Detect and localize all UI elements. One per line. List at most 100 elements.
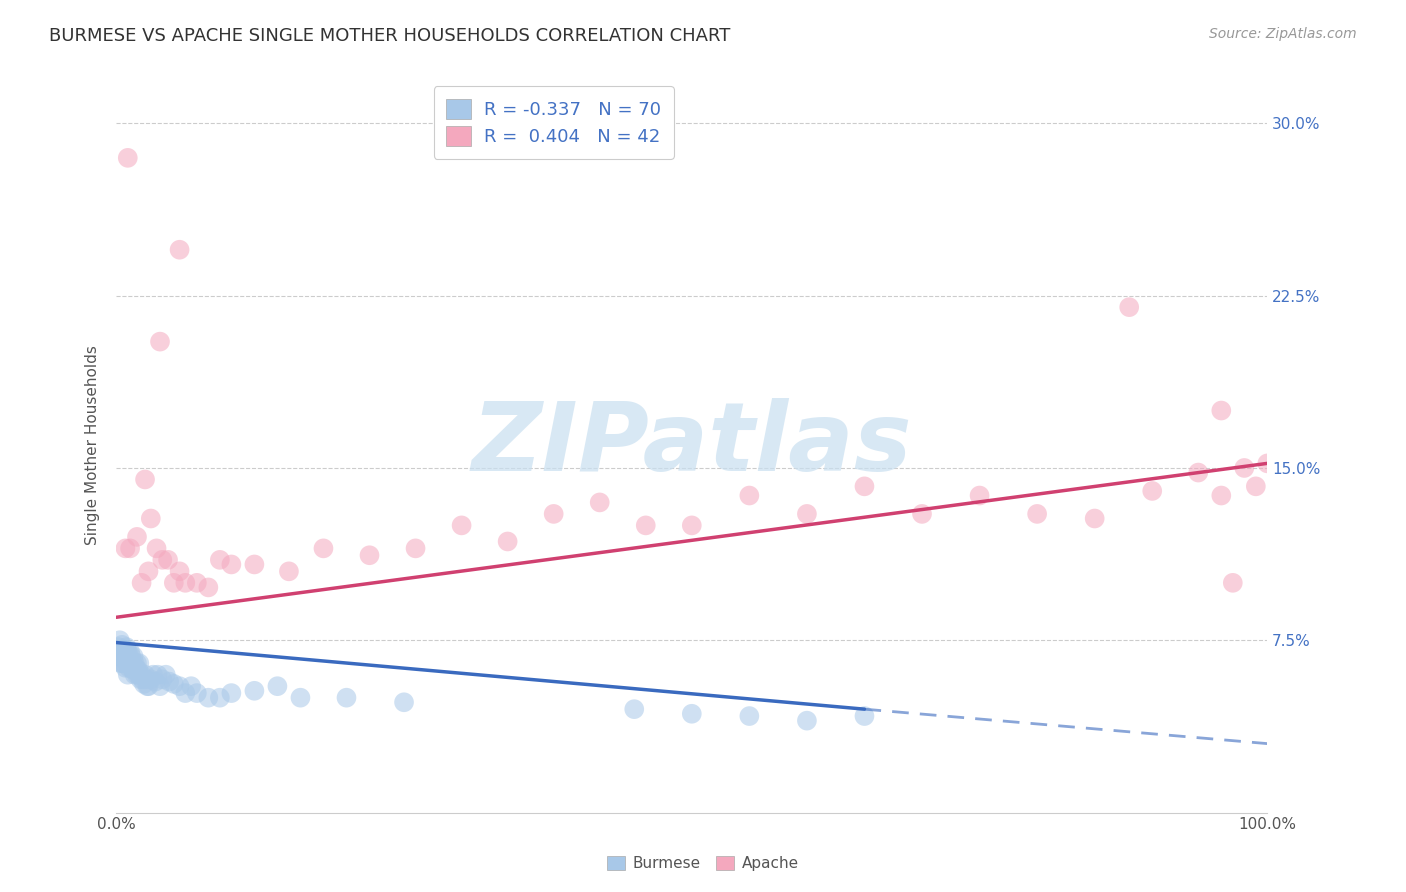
Point: [1222, 575, 1244, 590]
Point: [136, 679, 159, 693]
Point: [450, 518, 472, 533]
Point: [1211, 403, 1233, 417]
Y-axis label: Single Mother Households: Single Mother Households: [86, 345, 100, 545]
Legend: Burmese, Apache: Burmese, Apache: [600, 850, 806, 877]
Point: [853, 479, 876, 493]
Point: [796, 507, 818, 521]
Point: [1256, 456, 1278, 470]
Point: [132, 673, 155, 687]
Text: Source: ZipAtlas.com: Source: ZipAtlas.com: [1209, 27, 1357, 41]
Point: [197, 581, 219, 595]
Point: [122, 663, 145, 677]
Point: [135, 673, 157, 687]
Point: [174, 575, 197, 590]
Point: [266, 679, 288, 693]
Point: [277, 565, 299, 579]
Point: [796, 714, 818, 728]
Point: [150, 673, 173, 687]
Point: [197, 690, 219, 705]
Point: [359, 548, 381, 562]
Point: [221, 686, 243, 700]
Point: [145, 541, 167, 556]
Point: [157, 674, 180, 689]
Point: [131, 667, 153, 681]
Point: [114, 541, 136, 556]
Point: [853, 709, 876, 723]
Point: [107, 640, 129, 654]
Point: [738, 709, 761, 723]
Point: [125, 657, 148, 671]
Point: [139, 673, 162, 687]
Point: [120, 654, 142, 668]
Point: [180, 679, 202, 693]
Point: [115, 651, 138, 665]
Point: [120, 645, 142, 659]
Point: [112, 642, 135, 657]
Point: [111, 657, 134, 671]
Point: [163, 677, 186, 691]
Point: [125, 661, 148, 675]
Point: [157, 553, 180, 567]
Point: [134, 472, 156, 486]
Point: [392, 695, 415, 709]
Point: [149, 679, 172, 693]
Point: [186, 686, 208, 700]
Point: [112, 651, 135, 665]
Point: [623, 702, 645, 716]
Point: [634, 518, 657, 533]
Point: [221, 558, 243, 572]
Point: [149, 334, 172, 349]
Point: [117, 151, 139, 165]
Text: ZIPatlas: ZIPatlas: [471, 399, 912, 491]
Point: [208, 690, 231, 705]
Point: [111, 638, 134, 652]
Point: [1211, 489, 1233, 503]
Point: [290, 690, 312, 705]
Point: [128, 657, 150, 671]
Point: [110, 657, 132, 671]
Point: [134, 667, 156, 681]
Point: [1118, 300, 1140, 314]
Point: [243, 683, 266, 698]
Text: BURMESE VS APACHE SINGLE MOTHER HOUSEHOLDS CORRELATION CHART: BURMESE VS APACHE SINGLE MOTHER HOUSEHOL…: [49, 27, 731, 45]
Point: [128, 667, 150, 681]
Legend: R = -0.337   N = 70, R =  0.404   N = 42: R = -0.337 N = 70, R = 0.404 N = 42: [433, 87, 673, 159]
Point: [121, 657, 143, 671]
Point: [114, 661, 136, 675]
Point: [108, 633, 131, 648]
Point: [186, 575, 208, 590]
Point: [142, 667, 165, 681]
Point: [138, 679, 160, 693]
Point: [169, 243, 191, 257]
Point: [681, 518, 703, 533]
Point: [681, 706, 703, 721]
Point: [122, 649, 145, 664]
Point: [969, 489, 991, 503]
Point: [1084, 511, 1107, 525]
Point: [127, 663, 149, 677]
Point: [110, 645, 132, 659]
Point: [155, 667, 177, 681]
Point: [243, 558, 266, 572]
Point: [146, 667, 169, 681]
Point: [125, 667, 148, 681]
Point: [117, 645, 139, 659]
Point: [1244, 479, 1267, 493]
Point: [124, 667, 146, 681]
Point: [1142, 483, 1164, 498]
Point: [114, 647, 136, 661]
Point: [120, 541, 142, 556]
Point: [129, 673, 152, 687]
Point: [405, 541, 427, 556]
Point: [117, 667, 139, 681]
Point: [132, 677, 155, 691]
Point: [1026, 507, 1049, 521]
Point: [1187, 466, 1209, 480]
Point: [312, 541, 335, 556]
Point: [543, 507, 565, 521]
Point: [911, 507, 934, 521]
Point: [208, 553, 231, 567]
Point: [145, 674, 167, 689]
Point: [120, 649, 142, 664]
Point: [125, 530, 148, 544]
